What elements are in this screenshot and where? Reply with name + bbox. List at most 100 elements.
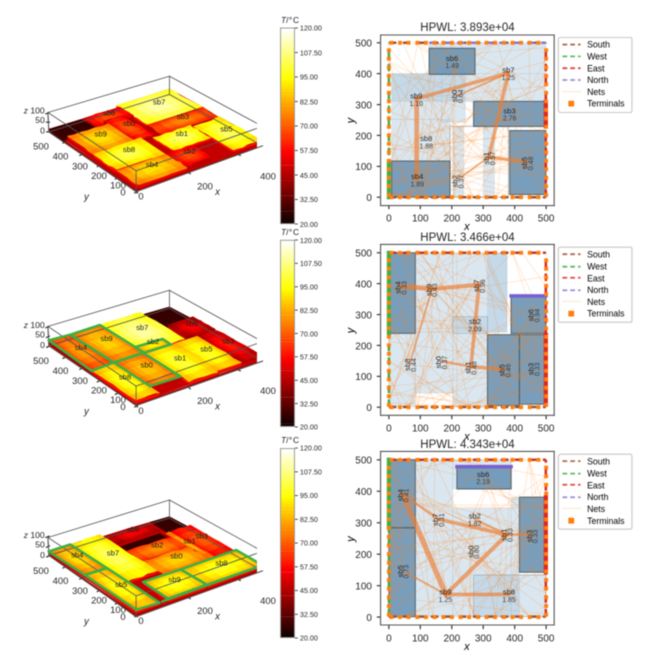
svg-text:x: x [214, 401, 221, 412]
svg-text:107.50: 107.50 [300, 48, 322, 57]
svg-text:100: 100 [110, 181, 126, 192]
svg-text:sb2: sb2 [469, 512, 481, 521]
svg-text:57.50: 57.50 [300, 146, 318, 155]
svg-text:0: 0 [120, 188, 125, 199]
svg-text:North: North [587, 285, 609, 295]
svg-text:sb6: sb6 [477, 470, 489, 479]
svg-text:0: 0 [366, 613, 372, 624]
svg-text:South: South [587, 457, 610, 467]
svg-text:200: 200 [443, 214, 460, 225]
svg-text:100: 100 [110, 395, 126, 406]
svg-text:100: 100 [30, 320, 45, 330]
svg-text:North: North [587, 492, 609, 502]
svg-text:HPWL: 4.343e+04: HPWL: 4.343e+04 [420, 439, 515, 451]
svg-text:sb6: sb6 [446, 54, 458, 63]
svg-text:300: 300 [475, 634, 492, 645]
svg-text:0.43: 0.43 [432, 283, 439, 297]
svg-text:400: 400 [53, 152, 69, 163]
svg-text:sb2: sb2 [451, 175, 460, 187]
svg-text:z: z [23, 320, 29, 330]
svg-text:20.00: 20.00 [300, 220, 318, 229]
svg-text:100: 100 [355, 581, 372, 592]
svg-text:2.09: 2.09 [468, 326, 482, 333]
svg-text:HPWL: 3.893e+04: HPWL: 3.893e+04 [420, 22, 515, 34]
svg-text:sb6: sb6 [526, 309, 535, 321]
svg-text:200: 200 [443, 424, 460, 435]
svg-text:sb5: sb5 [200, 345, 212, 354]
svg-text:sb3: sb3 [222, 337, 234, 346]
svg-text:x: x [463, 431, 470, 443]
svg-text:0.37: 0.37 [458, 175, 465, 189]
svg-text:45.00: 45.00 [300, 171, 318, 180]
svg-text:100: 100 [412, 214, 429, 225]
svg-text:sb3: sb3 [503, 106, 515, 115]
svg-text:57.50: 57.50 [300, 562, 318, 571]
svg-text:0.64: 0.64 [458, 89, 465, 103]
svg-text:sb7: sb7 [107, 548, 119, 557]
svg-text:0: 0 [40, 340, 45, 350]
svg-text:82.50: 82.50 [300, 515, 318, 524]
svg-text:T / ° C: T / ° C [281, 3, 299, 28]
svg-text:120.00: 120.00 [300, 444, 322, 453]
svg-text:sb4: sb4 [411, 172, 424, 181]
svg-text:x: x [214, 611, 221, 622]
svg-text:sb0: sb0 [450, 90, 459, 102]
svg-text:0.46: 0.46 [505, 364, 512, 378]
svg-text:sb7: sb7 [472, 280, 481, 292]
svg-text:400: 400 [260, 596, 276, 607]
svg-text:North: North [587, 75, 609, 85]
svg-text:20.00: 20.00 [300, 634, 318, 643]
svg-text:300: 300 [475, 214, 492, 225]
svg-text:82.50: 82.50 [300, 306, 318, 315]
svg-text:300: 300 [72, 162, 88, 173]
svg-text:sb5: sb5 [396, 565, 405, 577]
svg-text:32.50: 32.50 [300, 399, 318, 408]
svg-text:300: 300 [355, 519, 372, 530]
svg-text:100: 100 [110, 605, 126, 616]
svg-text:x: x [463, 641, 470, 653]
svg-text:70.00: 70.00 [300, 539, 318, 548]
svg-text:100: 100 [30, 530, 45, 540]
svg-text:500: 500 [538, 214, 555, 225]
svg-text:400: 400 [260, 172, 276, 183]
svg-text:East: East [587, 273, 605, 283]
svg-text:South: South [587, 40, 610, 50]
svg-text:2.19: 2.19 [476, 479, 490, 486]
svg-text:2.76: 2.76 [503, 116, 517, 123]
svg-text:300: 300 [355, 310, 372, 321]
svg-text:Nets: Nets [587, 504, 606, 514]
svg-text:70.00: 70.00 [300, 122, 318, 131]
svg-text:0: 0 [120, 612, 125, 623]
svg-text:95.00: 95.00 [300, 282, 318, 291]
svg-text:100: 100 [412, 424, 429, 435]
svg-text:0: 0 [386, 214, 392, 225]
svg-text:45.00: 45.00 [300, 376, 318, 385]
svg-text:400: 400 [260, 386, 276, 397]
svg-text:sb8: sb8 [420, 134, 432, 143]
svg-text:100: 100 [355, 372, 372, 383]
svg-text:Terminals: Terminals [587, 516, 625, 526]
svg-text:400: 400 [506, 424, 523, 435]
svg-text:200: 200 [197, 396, 213, 407]
svg-text:sb4: sb4 [393, 281, 402, 294]
svg-text:120.00: 120.00 [300, 236, 322, 245]
svg-text:sb5: sb5 [115, 580, 127, 589]
svg-text:200: 200 [197, 182, 213, 193]
svg-text:0.33: 0.33 [534, 362, 541, 376]
svg-text:100: 100 [412, 634, 429, 645]
svg-text:sb9: sb9 [95, 130, 107, 139]
svg-text:400: 400 [506, 634, 523, 645]
svg-text:sb6: sb6 [103, 108, 115, 117]
svg-text:z: z [23, 530, 29, 540]
svg-text:sb8: sb8 [215, 559, 227, 568]
svg-text:sb2: sb2 [151, 540, 163, 549]
svg-text:200: 200 [355, 550, 372, 561]
svg-text:500: 500 [33, 356, 49, 367]
svg-text:y: y [345, 535, 357, 543]
svg-text:sb0: sb0 [170, 552, 182, 561]
svg-text:x: x [463, 221, 470, 233]
svg-text:0: 0 [40, 550, 45, 560]
svg-text:sb0: sb0 [466, 546, 475, 558]
svg-text:sb4: sb4 [71, 551, 84, 560]
svg-text:x: x [214, 187, 221, 198]
